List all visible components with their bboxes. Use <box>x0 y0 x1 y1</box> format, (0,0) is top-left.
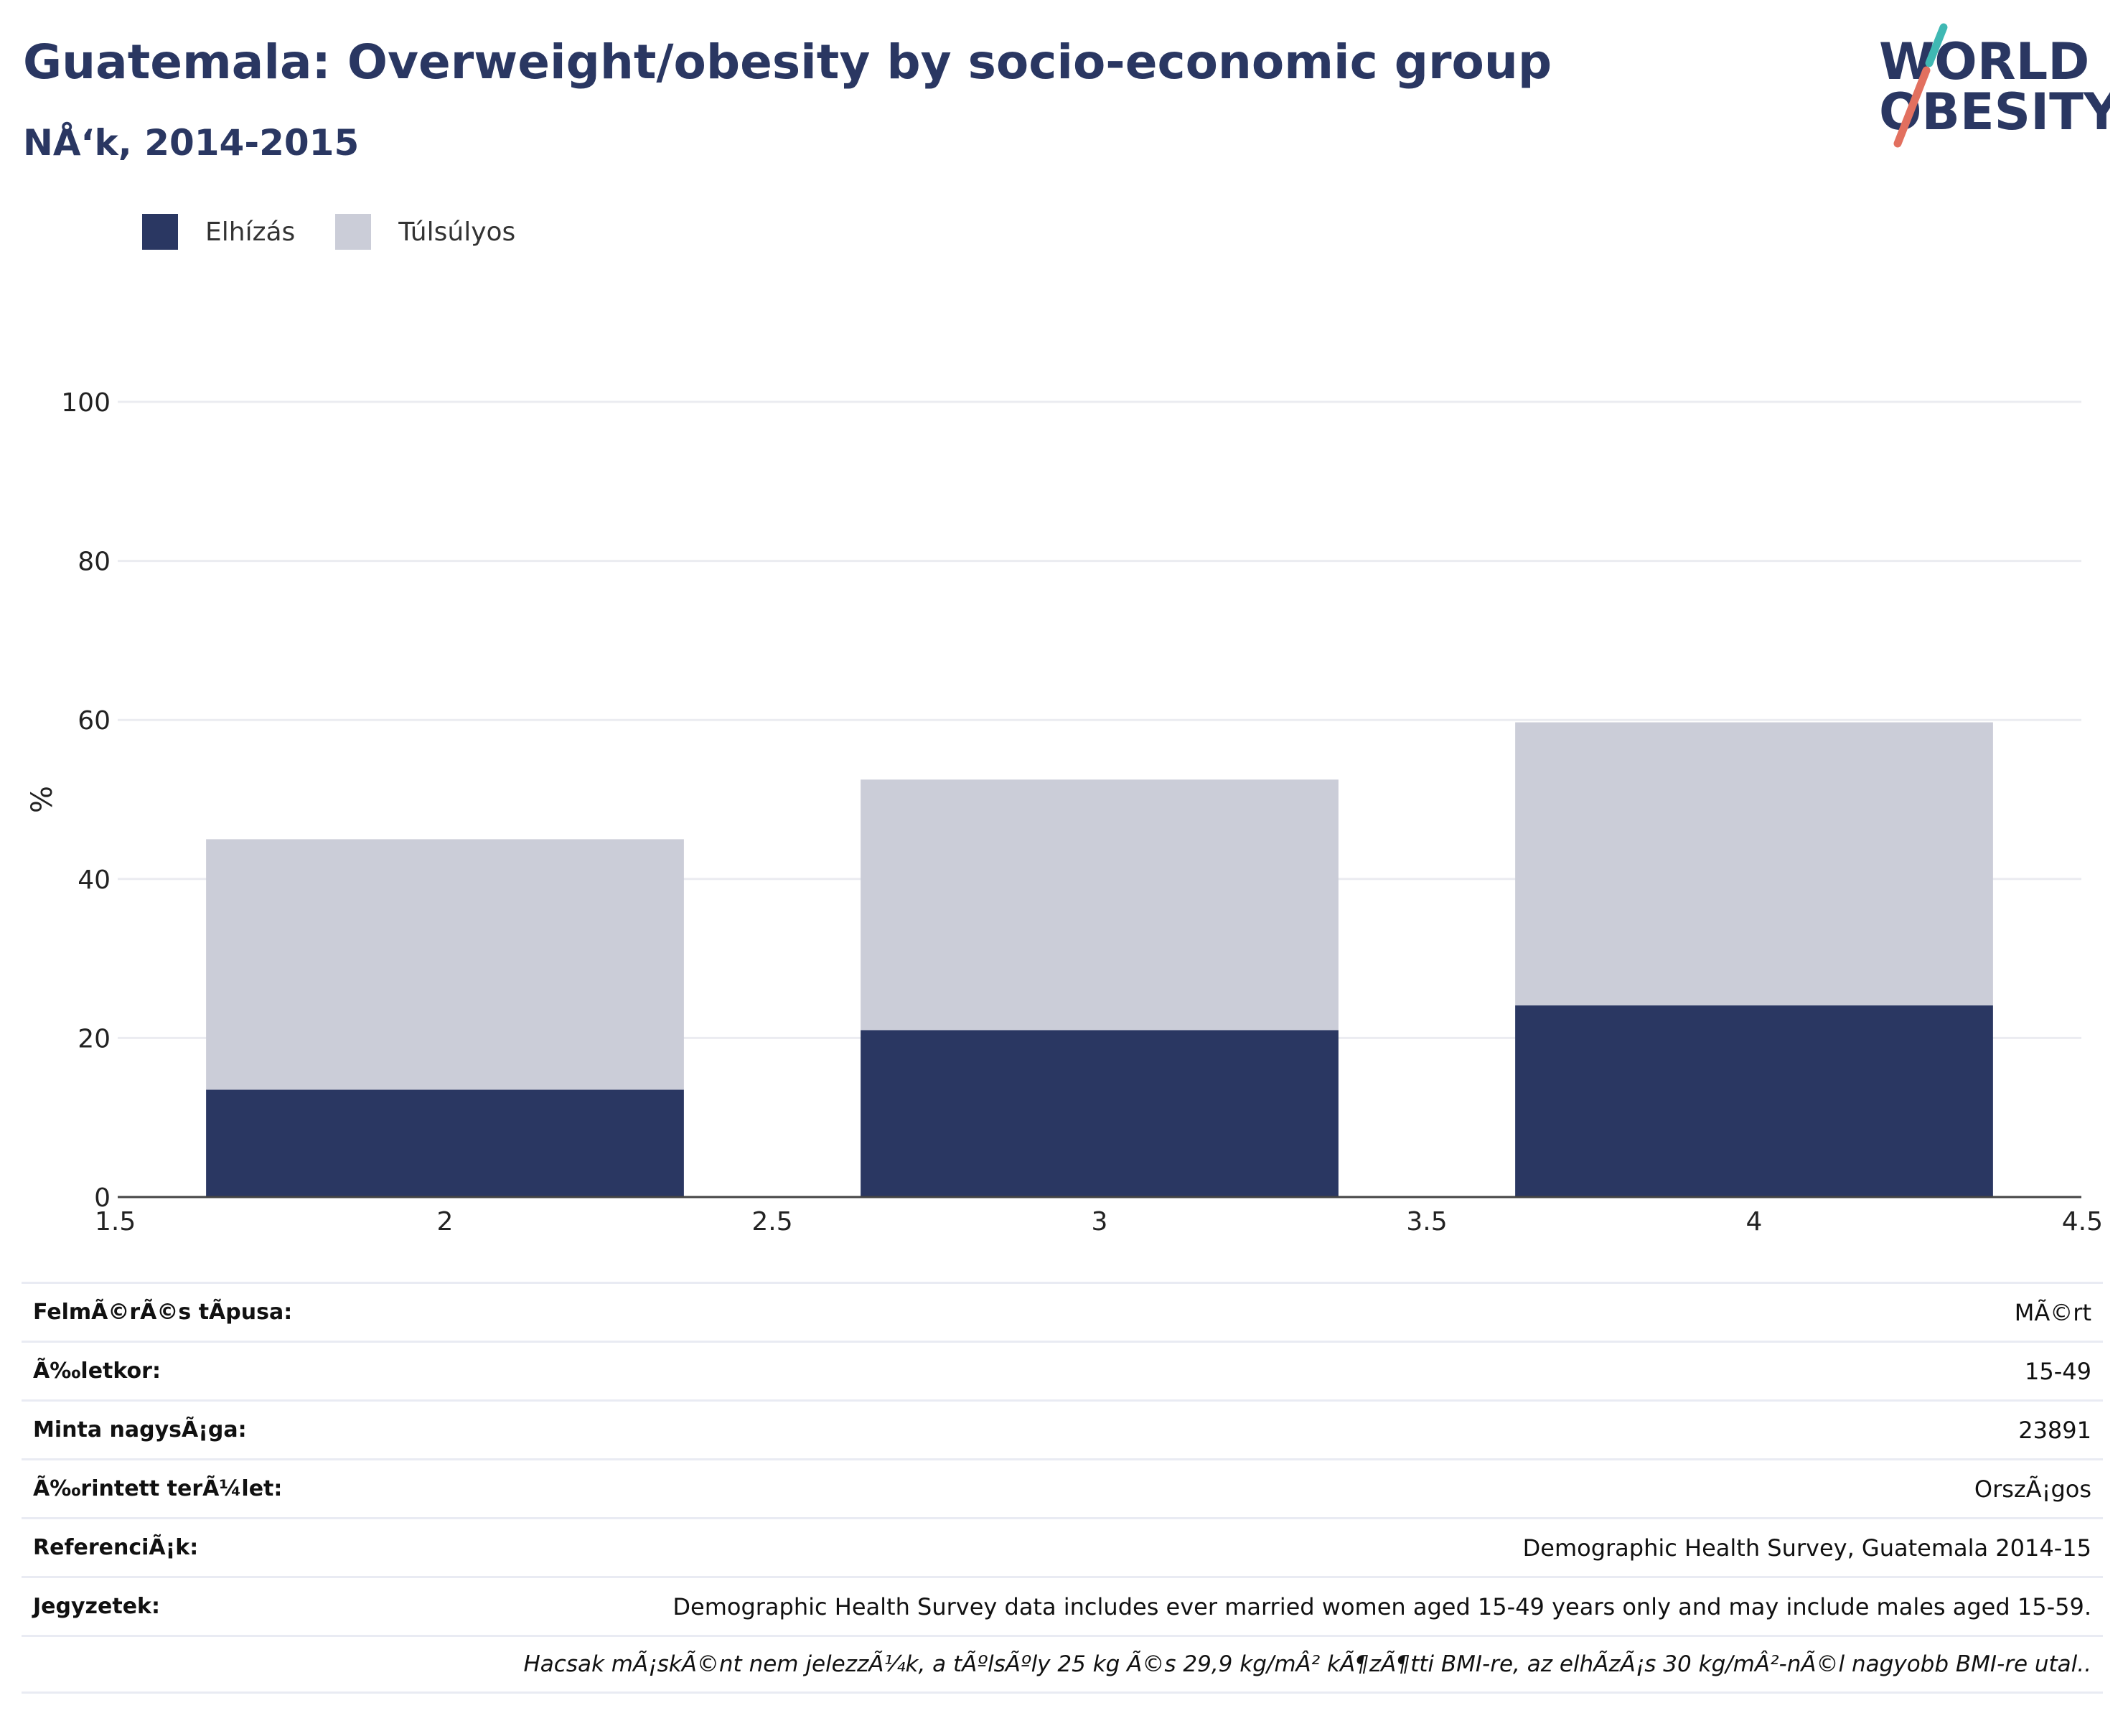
meta-key: Ã‰rintett terÃ¼let: <box>33 1476 283 1501</box>
meta-row-bmi-note: Hacsak mÃ¡skÃ©nt nem jelezzÃ¼k, a tÃºlsÃ… <box>22 1635 2103 1694</box>
legend-item-tulsulyos[interactable]: Túlsúlyos <box>335 214 515 250</box>
legend-item-elhizas[interactable]: Elhízás <box>142 214 295 250</box>
x-tick-label-0: 1.5 <box>95 1207 136 1237</box>
chart-title: Guatemala: Overweight/obesity by socio-e… <box>23 34 1552 90</box>
logo-slash-coral <box>1893 66 1931 148</box>
x-tick-label-2: 2.5 <box>751 1207 792 1237</box>
chart-legend: Elhízás Túlsúlyos <box>142 212 556 252</box>
legend-label-elhizas: Elhízás <box>205 217 296 247</box>
bar-tulsulyos-4[interactable] <box>1515 722 1993 1005</box>
y-tick-label-3: 60 <box>78 706 111 736</box>
bar-elhizas-4[interactable] <box>1515 1005 1993 1197</box>
logo-line-1: WORLD <box>1879 32 2089 91</box>
legend-swatch-elhizas <box>142 214 178 250</box>
bmi-definition-note: Hacsak mÃ¡skÃ©nt nem jelezzÃ¼k, a tÃºlsÃ… <box>523 1651 2091 1677</box>
bar-tulsulyos-3[interactable] <box>861 779 1339 1031</box>
y-tick-label-0: 0 <box>94 1183 111 1213</box>
meta-value: Demographic Health Survey, Guatemala 201… <box>1522 1534 2091 1562</box>
meta-key: Ã‰letkor: <box>33 1359 161 1384</box>
meta-row-survey-type: FelmÃ©rÃ©s tÃpusa: MÃ©rt <box>22 1282 2103 1341</box>
meta-value: MÃ©rt <box>2014 1298 2091 1326</box>
meta-value: 15-49 <box>2025 1357 2091 1385</box>
logo-slash-teal <box>1925 23 1948 67</box>
y-tick-label-4: 80 <box>78 548 111 577</box>
survey-info-table: FelmÃ©rÃ©s tÃpusa: MÃ©rt Ã‰letkor: 15-49… <box>22 1282 2103 1694</box>
x-tick-label-4: 3.5 <box>1406 1207 1447 1237</box>
world-obesity-logo-graphic: WORLD OBESITY <box>1879 23 2121 148</box>
bar-elhizas-3[interactable] <box>861 1030 1339 1197</box>
meta-row-age: Ã‰letkor: 15-49 <box>22 1341 2103 1399</box>
y-tick-label-2: 40 <box>78 865 111 895</box>
meta-key: FelmÃ©rÃ©s tÃpusa: <box>33 1300 293 1325</box>
meta-value: Demographic Health Survey data includes … <box>672 1592 2091 1620</box>
stacked-bar-chart: 0 20 40 60 80 100% 1.5 2 2.5 3 3.5 4 4.5 <box>26 388 2103 1237</box>
bar-tulsulyos-2[interactable] <box>206 839 684 1090</box>
axis-layer: 0 20 40 60 80 100% 1.5 2 2.5 3 3.5 4 4.5 <box>26 388 2103 1237</box>
meta-value: OrszÃ¡gos <box>1974 1475 2091 1503</box>
bar-layer <box>206 722 1993 1197</box>
y-tick-label-1: 20 <box>78 1024 111 1054</box>
meta-key: Minta nagysÃ¡ga: <box>33 1417 247 1442</box>
bar-elhizas-2[interactable] <box>206 1089 684 1197</box>
meta-key: Jegyzetek: <box>33 1594 160 1619</box>
world-obesity-logo: WORLD OBESITY <box>1873 22 2121 158</box>
y-tick-label-5: 100 <box>61 388 111 418</box>
x-tick-label-1: 2 <box>437 1207 454 1237</box>
x-tick-label-6: 4.5 <box>2062 1207 2103 1237</box>
legend-swatch-tulsulyos <box>335 214 372 250</box>
x-tick-label-5: 4 <box>1746 1207 1763 1237</box>
meta-row-sample-size: Minta nagysÃ¡ga: 23891 <box>22 1399 2103 1458</box>
meta-value: 23891 <box>2018 1416 2091 1444</box>
meta-row-area: Ã‰rintett terÃ¼let: OrszÃ¡gos <box>22 1458 2103 1517</box>
meta-key: ReferenciÃ¡k: <box>33 1535 199 1560</box>
meta-row-notes: Jegyzetek: Demographic Health Survey dat… <box>22 1576 2103 1635</box>
x-tick-label-3: 3 <box>1092 1207 1108 1237</box>
y-axis-label: % <box>26 786 59 813</box>
meta-row-references: ReferenciÃ¡k: Demographic Health Survey,… <box>22 1517 2103 1576</box>
chart-subtitle: NÅ‘k, 2014-2015 <box>23 122 360 164</box>
legend-label-tulsulyos: Túlsúlyos <box>398 217 516 247</box>
